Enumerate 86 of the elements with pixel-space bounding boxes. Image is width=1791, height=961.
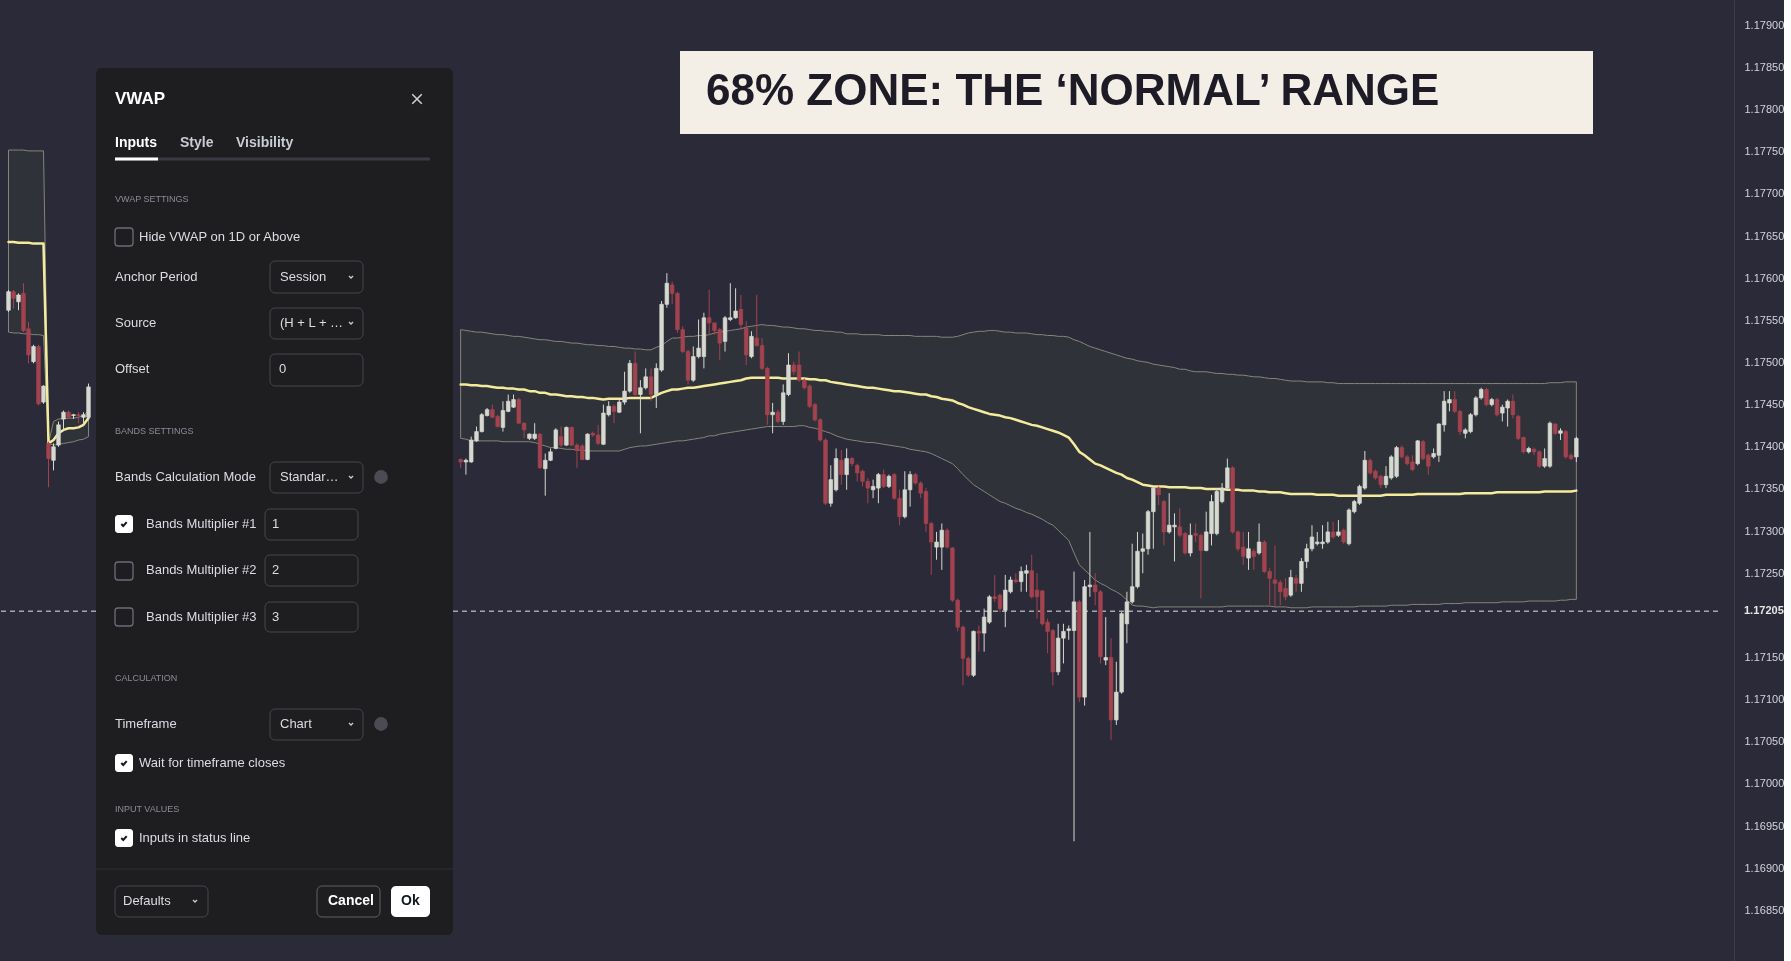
y-tick-label: 1.16900 <box>1744 861 1785 874</box>
candlestick <box>1293 574 1299 593</box>
text: Visibility <box>236 134 294 150</box>
candlestick <box>648 367 654 402</box>
text: Timeframe <box>115 716 177 731</box>
y-tick-label: 1.17600 <box>1744 271 1785 284</box>
y-tick-label: 1.16950 <box>1744 819 1785 832</box>
text: Session <box>280 269 327 284</box>
y-tick-label: 1.17850 <box>1744 60 1785 73</box>
candlestick <box>839 449 844 486</box>
text: Style <box>180 134 214 150</box>
candlestick <box>1246 531 1251 571</box>
text: BANDS SETTINGS <box>115 426 194 436</box>
text: Inputs in status line <box>139 830 251 845</box>
candlestick <box>738 294 744 331</box>
text: 3 <box>272 609 280 624</box>
candlestick <box>1510 394 1516 419</box>
candlestick <box>41 384 46 405</box>
candlestick <box>1484 387 1489 407</box>
y-tick-label: 1.17100 <box>1744 693 1785 706</box>
y-tick-label: 1.17150 <box>1744 651 1785 664</box>
text: 0 <box>279 361 287 376</box>
y-tick-label: 1.16850 <box>1744 903 1785 916</box>
candlestick <box>1574 436 1579 463</box>
candlestick <box>56 420 61 448</box>
candlestick <box>1288 569 1293 598</box>
text: Defaults <box>123 893 172 908</box>
candlestick <box>61 410 66 431</box>
candlestick <box>1415 439 1420 466</box>
text: Bands Multiplier #1 <box>146 516 257 531</box>
text: Bands Multiplier #3 <box>146 609 257 624</box>
text: Anchor Period <box>115 269 198 284</box>
y-tick-label: 1.17550 <box>1744 313 1785 326</box>
candlestick <box>749 330 754 359</box>
text: Inputs <box>115 134 158 150</box>
text: Source <box>115 315 157 330</box>
y-tick-label: 1.17650 <box>1744 229 1785 242</box>
text: 1 <box>272 516 280 531</box>
candlestick <box>31 344 36 364</box>
text: VWAP <box>115 89 166 108</box>
candlestick <box>976 624 981 653</box>
y-tick-label: 1.17400 <box>1744 440 1785 453</box>
candlestick <box>46 441 51 488</box>
y-tick-label: 1.17700 <box>1744 187 1785 200</box>
text: 68% ZONE: THE ‘NORMAL’ RANGE <box>706 65 1440 114</box>
text: Bands Calculation Mode <box>115 469 256 484</box>
text: Standar… <box>280 469 339 484</box>
y-tick-label: 1.17000 <box>1744 777 1785 790</box>
text: VWAP SETTINGS <box>115 194 189 204</box>
candlestick <box>1251 548 1256 571</box>
candlestick <box>1156 485 1161 506</box>
candlestick <box>558 426 564 448</box>
y-tick-label: 1.17450 <box>1744 398 1785 411</box>
text: Bands Multiplier #2 <box>146 562 257 577</box>
text: Ok <box>401 892 420 908</box>
text: 2 <box>272 562 280 577</box>
text: Chart <box>280 716 313 731</box>
y-tick-label: 1.17250 <box>1744 566 1785 579</box>
candlestick <box>1494 397 1500 417</box>
text: Hide VWAP on 1D or Above <box>139 229 301 244</box>
candlestick <box>881 469 886 489</box>
candlestick <box>611 404 617 424</box>
text: CALCULATION <box>115 673 178 683</box>
y-tick-label: 1.17500 <box>1744 355 1785 368</box>
candlestick <box>1256 522 1262 556</box>
candlestick <box>6 289 11 313</box>
candlestick <box>51 442 56 471</box>
y-tick-label: 1.17350 <box>1744 482 1785 495</box>
text: (H + L + … <box>280 315 344 330</box>
candlestick <box>1013 572 1019 584</box>
y-tick-label: 1.17900 <box>1744 18 1785 31</box>
candlestick <box>1330 521 1336 540</box>
y-tick-label: 1.17750 <box>1744 145 1785 158</box>
text: Wait for timeframe closes <box>139 755 286 770</box>
candlestick <box>1103 616 1108 666</box>
candlestick <box>1188 522 1193 557</box>
y-tick-label: 1.17800 <box>1744 103 1785 116</box>
ref-line-label: 1.17205 <box>1744 604 1784 617</box>
candlestick <box>770 402 775 434</box>
y-tick-label: 1.17050 <box>1744 735 1785 748</box>
candlestick <box>844 447 849 491</box>
y-tick-label: 1.17300 <box>1744 524 1785 537</box>
text: INPUT VALUES <box>115 804 180 814</box>
candlestick <box>11 289 16 310</box>
text: Offset <box>115 361 150 376</box>
text: Cancel <box>328 892 374 908</box>
